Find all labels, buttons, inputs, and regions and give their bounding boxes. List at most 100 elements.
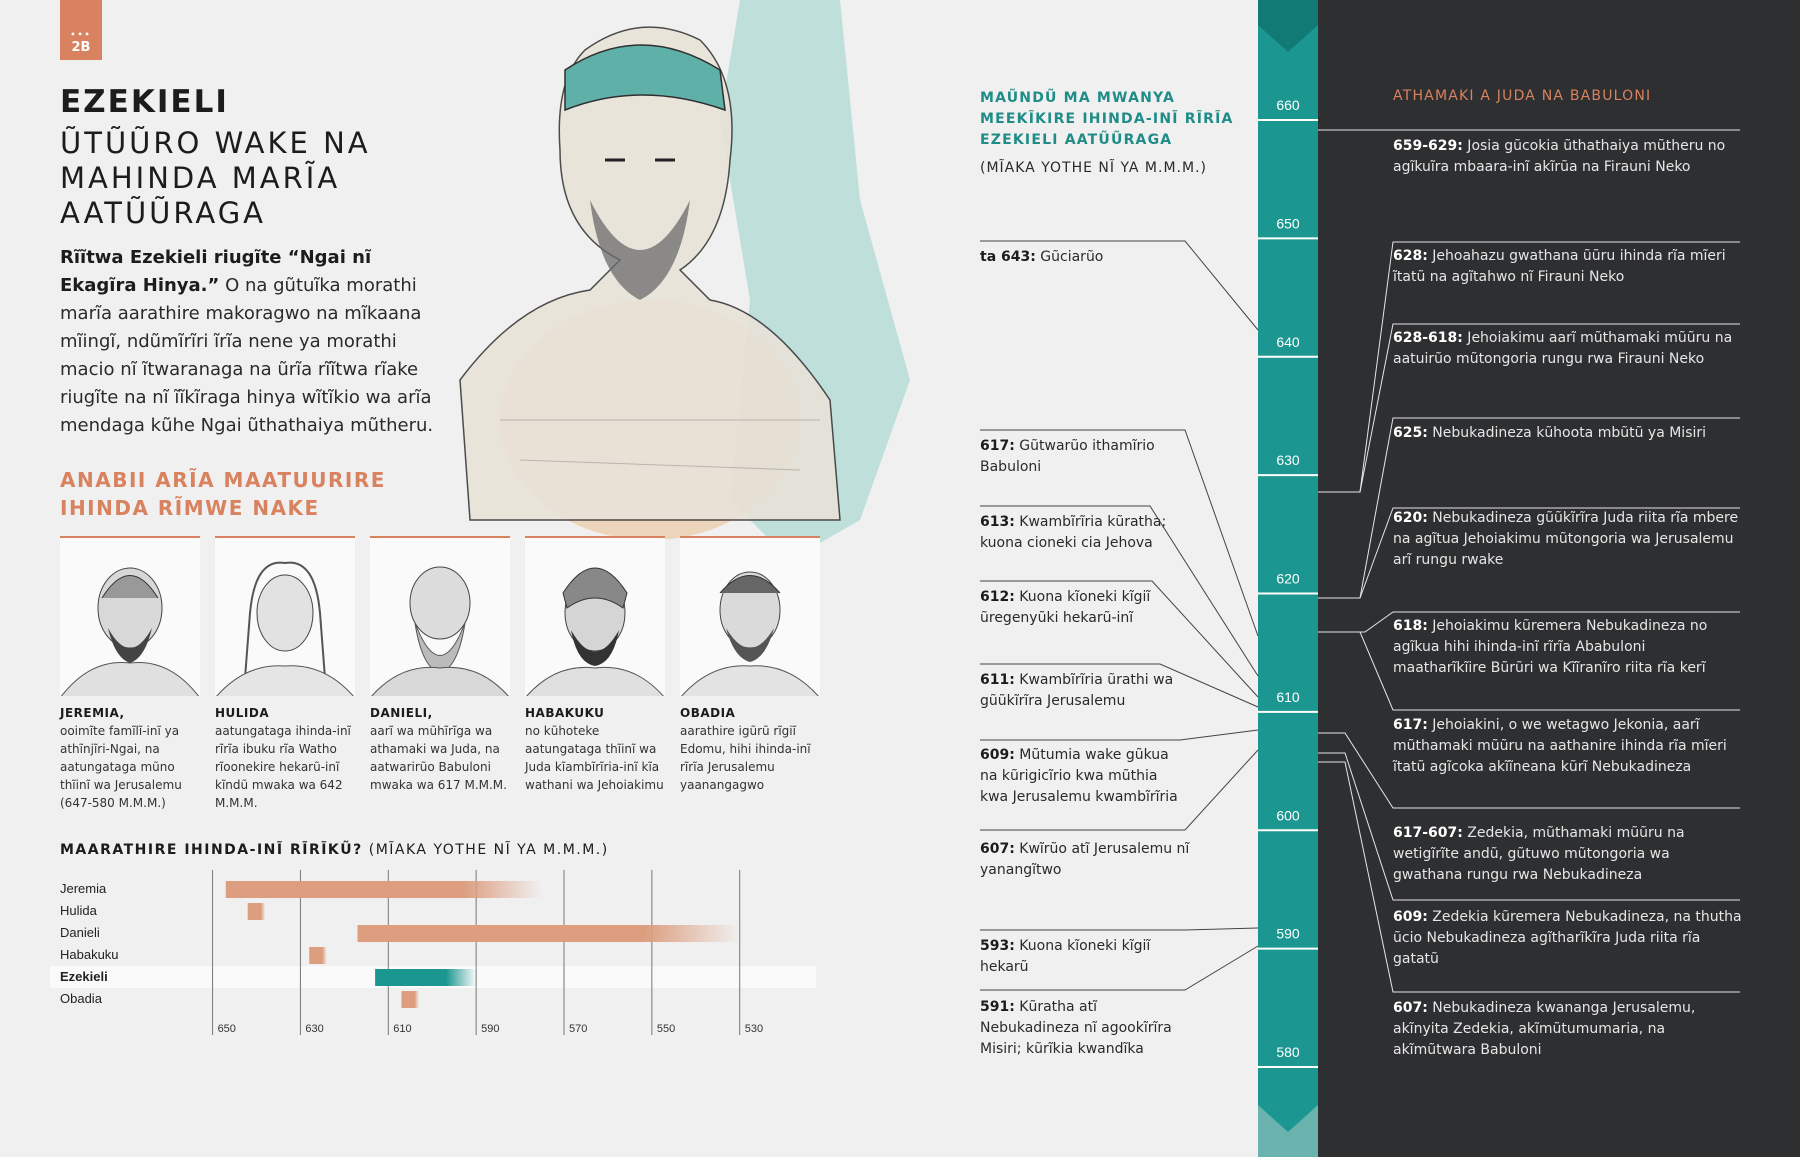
lifespan-chart-heading: MAARATHIRE IHINDA-INĨ RĨRĨKŨ? (MĨAKA YOT… [60,842,609,858]
prophets-heading: ANABII ARĨA MAATUURIRE IHINDA RĨMWE NAKE [60,468,386,520]
event-year: 609: [1393,909,1428,925]
event-text: Nebukadineza kũhoota mbũtũ ya Misiri [1427,425,1707,441]
king-event: 659-629: Josia gũcokia ũthathaiya mũther… [1393,136,1743,178]
portrait-sketch-icon [60,567,200,696]
event-text: Nebukadineza kwananga Jerusalemu, akĩnyi… [1393,1000,1696,1058]
portrait-sketch-icon [371,566,509,696]
ezekiel-events-heading: MAŨNDŨ MA MWANYA MEEKĨKIRE IHINDA-INĨ RĨ… [980,90,1234,148]
king-event: 625: Nebukadineza kũhoota mbũtũ ya Misir… [1393,423,1743,444]
prophet-card: OBADIA aarathire igũrũ rĩgiĩ Edomu, hihi… [680,536,820,794]
event-year: 628-618: [1393,330,1463,346]
tag-label: 2B [71,40,91,55]
event-year: 617: [1393,717,1428,733]
ezekiel-event: 613: Kwambĩrĩria kũratha; kuona cioneki … [980,512,1190,554]
event-year: 613: [980,514,1015,530]
event-year: 618: [1393,618,1428,634]
prophet-name: JEREMIA, [60,706,125,720]
page-title: EZEKIELI [60,84,229,120]
event-year: 617: [980,438,1015,454]
prophet-desc: aatungataga ihinda-inĩ rĩrĩa ibuku rĩa W… [215,724,351,810]
lifespan-bar [401,991,420,1008]
intro-text: O na gũtuĩka morathi marĩa aarathire mak… [60,275,434,436]
lifespan-bar [247,903,266,920]
chart-heading-bold: MAARATHIRE IHINDA-INĨ RĨRĨKŨ? [60,842,363,858]
king-event: 609: Zedekia kũremera Nebukadineza, na t… [1393,907,1743,970]
lifespan-chart: 650 630 610 590 570 550 530 Jeremia Hulida Danie… [50,870,816,1035]
event-text: Gũtwarũo ithamĩrio Babuloni [980,438,1155,475]
timeline-bottom-arrow [1258,1105,1318,1157]
event-year: 617-607: [1393,825,1463,841]
prophet-desc: no kũhoteke aatungataga thĩinĩ wa Juda k… [525,724,664,792]
timeline-year-label: 580 [1276,1044,1300,1060]
timeline-year-label: 630 [1276,452,1300,468]
event-text: Kuona kĩoneki kĩgiĩ hekarũ [980,938,1151,975]
ezekiel-portrait-illustration [459,0,910,560]
x-tick-label: 650 [218,1023,236,1035]
king-event: 618: Jehoiakimu kũremera Nebukadineza no… [1393,616,1743,679]
prophet-card: DANIELI, aarĩ wa mũhĩrĩga wa athamaki wa… [370,536,510,794]
king-event: 628-618: Jehoiakimu aarĩ mũthamaki mũũru… [1393,328,1743,370]
prophet-card: HABAKUKU no kũhoteke aatungataga thĩinĩ … [525,536,665,794]
timeline-strip [1258,0,1318,1157]
event-text: Nebukadineza gũũkĩrĩra Juda riita rĩa mb… [1393,510,1739,568]
prophet-portrait [60,536,200,696]
prophet-desc: ooimĩte famĩlĩ-inĩ ya athĩnjĩri-Ngai, na… [60,724,182,810]
event-year: 625: [1393,425,1428,441]
event-text: Jehoiakimu aarĩ mũthamaki mũũru na aatui… [1393,330,1733,367]
x-tick-label: 590 [481,1023,499,1035]
event-year: ta 643: [980,249,1036,265]
x-tick-label: 550 [657,1023,675,1035]
event-text: Josia gũcokia ũthathaiya mũtheru no agĩk… [1393,138,1726,175]
king-event: 620: Nebukadineza gũũkĩrĩra Juda riita r… [1393,508,1743,571]
prophet-name: DANIELI, [370,706,433,720]
prophet-name: HABAKUKU [525,706,605,720]
lifespan-bar [357,925,740,942]
event-text: Kwambĩrĩria ũrathi wa gũũkĩrĩra Jerusale… [980,672,1174,709]
prophet-card: HULIDA aatungataga ihinda-inĩ rĩrĩa ibuk… [215,536,355,812]
event-year: 607: [1393,1000,1428,1016]
event-year: 593: [980,938,1015,954]
x-tick-label: 530 [745,1023,763,1035]
category-label: Ezekieli [60,969,108,984]
event-text: Jehoiakini, o we wetagwo Jekonia, aarĩ m… [1393,717,1727,775]
timeline-year-label: 600 [1276,807,1300,823]
category-label: Habakuku [60,947,119,962]
ezekiel-event: 617: Gũtwarũo ithamĩrio Babuloni [980,436,1190,478]
page-tag: ••• 2B [60,0,102,60]
event-year: 620: [1393,510,1428,526]
portrait-sketch-icon [216,561,354,696]
x-tick-label: 610 [393,1023,411,1035]
event-year: 607: [980,841,1015,857]
event-year: 609: [980,747,1015,763]
prophet-portrait [370,536,510,696]
event-text: Mũtumia wake gũkua na kũrigicĩrio kwa mũ… [980,747,1178,805]
timeline-year-label: 640 [1276,334,1300,350]
ezekiel-event: 607: Kwĩrũo atĩ Jerusalemu nĩ yanangĩtwo [980,839,1190,881]
event-text: Jehoahazu gwathana ũũru ihinda rĩa mĩeri… [1393,248,1726,285]
prophet-name: HULIDA [215,706,270,720]
timeline-top-arrow [1258,0,1318,52]
prophet-portrait [680,536,820,696]
event-text: Zedekia, mũthamaki mũũru na wetigĩrĩte a… [1393,825,1685,883]
lifespan-bar [375,969,477,986]
page-subtitle: ŨTŨŨRO WAKE NA MAHINDA MARĨA AATŨŨRAGA [60,126,371,230]
portrait-sketch-icon [526,567,664,696]
category-label: Hulida [60,903,98,918]
event-year: 628: [1393,248,1428,264]
prophet-portrait [525,536,665,696]
event-text: Kũratha atĩ Nebukadineza nĩ agookĩrĩra M… [980,999,1172,1057]
king-event: 617: Jehoiakini, o we wetagwo Jekonia, a… [1393,715,1743,778]
timeline-year-label: 610 [1276,689,1300,705]
ezekiel-events-subheading: (MĨAKA YOTHE NĨ YA M.M.M.) [980,160,1207,176]
event-text: Gũciarũo [1035,249,1104,265]
ezekiel-event: 611: Kwambĩrĩria ũrathi wa gũũkĩrĩra Jer… [980,670,1190,712]
timeline-year-label: 620 [1276,571,1300,587]
king-event: 628: Jehoahazu gwathana ũũru ihinda rĩa … [1393,246,1743,288]
timeline-year-label: 650 [1276,215,1300,231]
event-text: Kuona kĩoneki kĩgiĩ ũregenyũki hekarũ-in… [980,589,1151,626]
ezekiel-event: 612: Kuona kĩoneki kĩgiĩ ũregenyũki heka… [980,587,1190,629]
ezekiel-event: 609: Mũtumia wake gũkua na kũrigicĩrio k… [980,745,1190,808]
x-tick-label: 630 [305,1023,323,1035]
kings-heading: ATHAMAKI A JUDA NA BABULONI [1393,88,1652,104]
